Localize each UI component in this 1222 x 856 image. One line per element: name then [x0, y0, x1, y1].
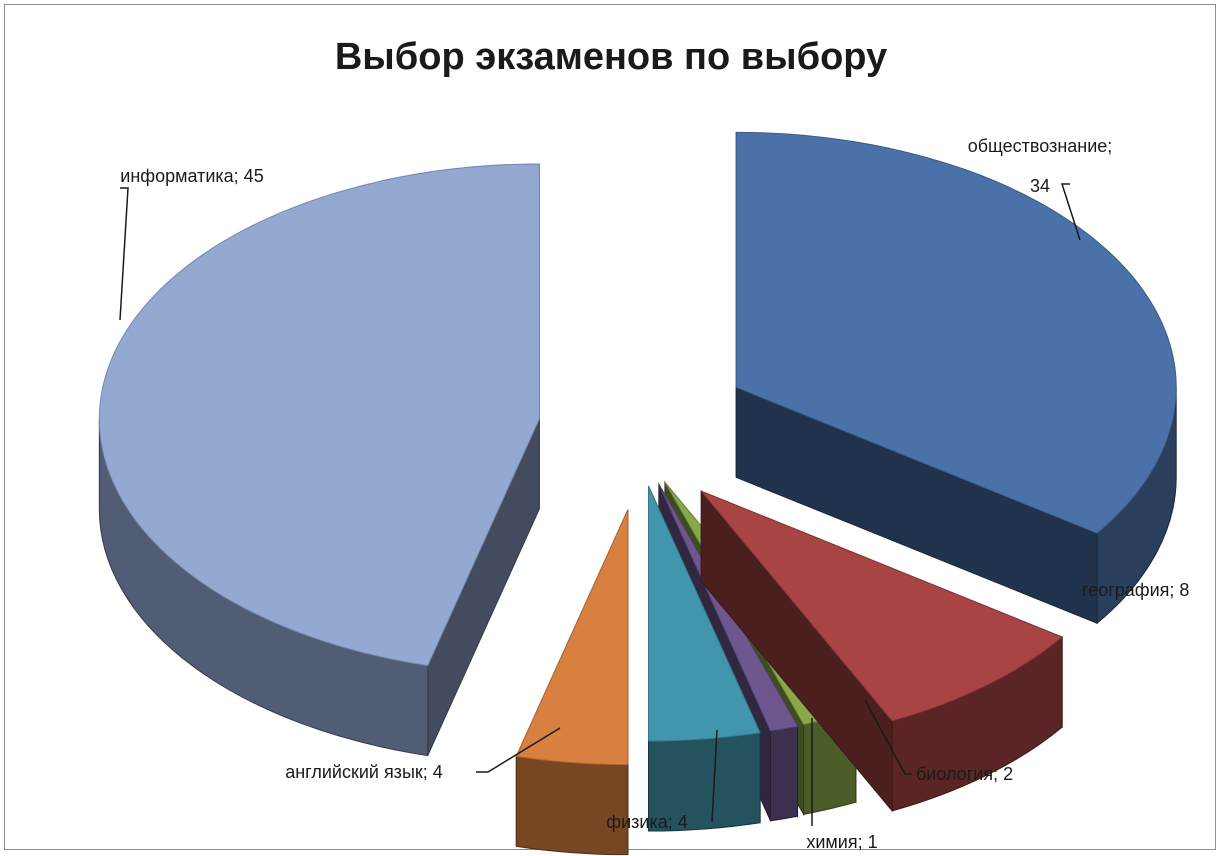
pie-slice-6	[98, 163, 540, 757]
data-label-0-value: 34	[1030, 176, 1050, 196]
data-label-0: обществознание;	[968, 136, 1113, 156]
data-label-5: английский язык; 4	[285, 762, 443, 782]
data-label-4: физика; 4	[606, 812, 687, 832]
leader-line-6	[119, 187, 129, 321]
pie-slice-4	[648, 485, 761, 832]
chart-title: Выбор экзаменов по выбору	[334, 36, 888, 78]
pie-slice-1	[700, 489, 1064, 813]
data-label-2: биология; 2	[916, 764, 1013, 784]
pie-slice-5	[515, 509, 629, 856]
data-label-1: география; 8	[1082, 580, 1189, 600]
data-label-3: химия; 1	[806, 832, 877, 852]
data-label-6: информатика; 45	[120, 166, 263, 186]
leader-line-2	[864, 699, 912, 775]
leader-line-0	[1060, 183, 1081, 241]
leader-line-5	[476, 727, 561, 773]
pie-slice-0	[735, 131, 1177, 625]
leader-line-4	[711, 729, 718, 823]
